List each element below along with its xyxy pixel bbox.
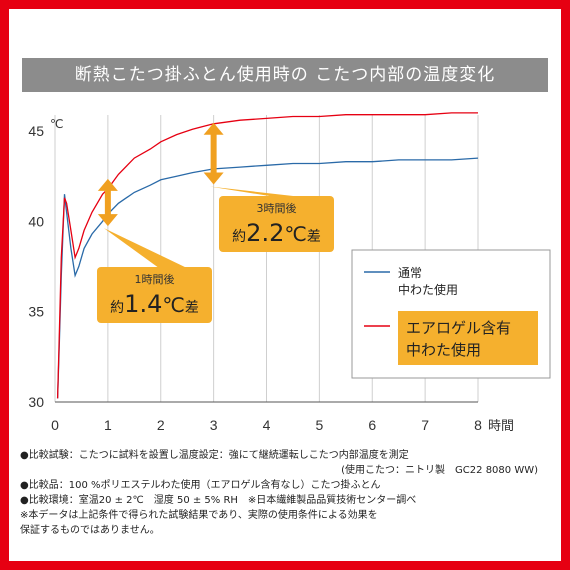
x-axis-label: 時間 bbox=[488, 419, 514, 434]
callout-value-0: 約1.4℃差 bbox=[110, 290, 199, 318]
callout-value-1: 約2.2℃差 bbox=[232, 219, 321, 247]
callout-1-part-3: 差 bbox=[307, 229, 321, 245]
callout-pointer-0 bbox=[103, 228, 189, 269]
callout-small-1: 3時間後 bbox=[257, 201, 297, 215]
x-tick-label-7: 7 bbox=[421, 417, 429, 433]
y-tick-label-35: 35 bbox=[28, 304, 44, 320]
y-tick-label-30: 30 bbox=[28, 394, 44, 410]
legend-label-1-line1: エアロゲル含有 bbox=[406, 319, 511, 337]
callout-box-1 bbox=[219, 196, 334, 252]
note-test: ●比較試験：こたつに試料を設置し温度設定：強にて継続運転しこたつ内部温度を測定 bbox=[20, 450, 409, 461]
y-axis-unit: ℃ bbox=[50, 117, 63, 131]
callout-pointer-1 bbox=[209, 186, 311, 198]
annotation-arrow-down-1 bbox=[203, 172, 224, 185]
x-tick-label-3: 3 bbox=[210, 417, 218, 433]
legend-highlight-1 bbox=[398, 311, 538, 365]
callout-0-part-0: 約 bbox=[110, 300, 124, 316]
annotation-arrow-down-0 bbox=[97, 214, 118, 227]
callout-0-part-3: 差 bbox=[185, 300, 199, 316]
legend-label-0-line2: 中わた使用 bbox=[398, 282, 458, 297]
y-tick-label-45: 45 bbox=[28, 123, 44, 139]
y-tick-label-40: 40 bbox=[28, 213, 44, 229]
callout-1-part-2: ℃ bbox=[284, 222, 306, 246]
annotation-arrow-up-0 bbox=[97, 178, 118, 191]
x-tick-label-4: 4 bbox=[263, 417, 271, 433]
callout-box-0 bbox=[97, 267, 212, 323]
annotation-arrow-shaft-1 bbox=[210, 132, 217, 175]
annotation-arrow-shaft-0 bbox=[104, 188, 111, 217]
callout-0-part-1: 1.4 bbox=[124, 290, 162, 318]
note-disclaimer-2: 保証するものではありません。 bbox=[20, 525, 160, 536]
callout-1-part-0: 約 bbox=[232, 229, 246, 245]
x-tick-label-5: 5 bbox=[315, 417, 323, 433]
note-disclaimer-1: ※本データは上記条件で得られた試験結果であり、実際の使用条件による効果を bbox=[20, 510, 378, 521]
legend-label-0-line1: 通常 bbox=[398, 266, 422, 280]
x-tick-label-1: 1 bbox=[104, 417, 112, 433]
note-test-device: (使用こたつ：ニトリ製 GC22 8080 WW) bbox=[341, 465, 538, 476]
note-env: ●比較環境：室温20 ± 2℃ 湿度 50 ± 5% RH ※日本繊維製品品質技… bbox=[20, 495, 417, 506]
legend-label-1-line2: 中わた使用 bbox=[406, 341, 481, 359]
x-tick-label-6: 6 bbox=[368, 417, 376, 433]
x-tick-label-0: 0 bbox=[51, 417, 59, 433]
annotation-arrow-up-1 bbox=[203, 122, 224, 135]
notes: ●比較試験：こたつに試料を設置し温度設定：強にて継続運転しこたつ内部温度を測定 … bbox=[20, 448, 560, 538]
note-sample: ●比較品：100 %ポリエステルわた使用（エアロゲル含有なし）こたつ掛ふとん bbox=[20, 480, 381, 491]
x-tick-label-8: 8 bbox=[474, 417, 482, 433]
series-line-0 bbox=[56, 157, 479, 399]
callout-small-0: 1時間後 bbox=[135, 272, 175, 286]
chart-title: 断熱こたつ掛ふとん使用時の こたつ内部の温度変化 bbox=[22, 58, 548, 92]
callout-1-part-1: 2.2 bbox=[246, 219, 284, 247]
x-tick-label-2: 2 bbox=[157, 417, 165, 433]
series-line-1 bbox=[56, 112, 478, 399]
callout-0-part-2: ℃ bbox=[162, 293, 184, 317]
